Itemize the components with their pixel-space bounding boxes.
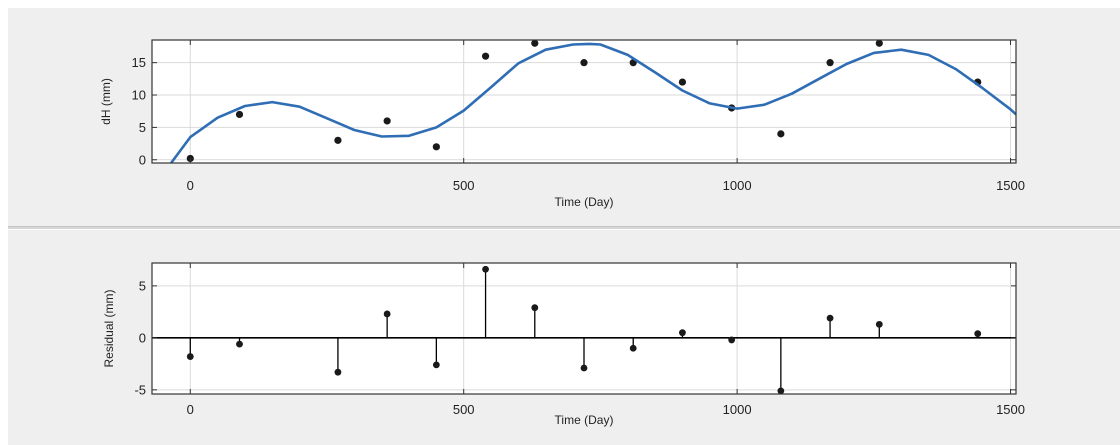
bottom-xtick-label-1500: 1500	[996, 402, 1025, 417]
top-data-point-3	[384, 117, 391, 124]
top-data-point-9	[679, 78, 686, 85]
bottom-residual-point-0	[187, 353, 194, 360]
bottom-residual-point-14	[974, 330, 981, 337]
bottom-xtick-label-0: 0	[187, 402, 194, 417]
top-xtick-label-500: 500	[453, 178, 475, 193]
top-data-point-2	[334, 137, 341, 144]
top-data-point-12	[826, 59, 833, 66]
bottom-residual-point-13	[876, 321, 883, 328]
bottom-residual-point-12	[827, 315, 834, 322]
bottom-residual-point-6	[531, 304, 538, 311]
bottom-residual-point-4	[433, 361, 440, 368]
bottom-residual-point-8	[630, 345, 637, 352]
top-data-point-6	[531, 40, 538, 47]
top-y-axis-title: dH (mm)	[99, 78, 113, 125]
top-data-point-13	[876, 40, 883, 47]
top-ytick-label-0: 0	[139, 152, 146, 167]
top-data-point-4	[433, 143, 440, 150]
top-xtick-label-1500: 1500	[996, 178, 1025, 193]
bottom-xtick-label-1000: 1000	[723, 402, 752, 417]
bottom-residual-point-10	[728, 337, 735, 344]
top-ytick-label-10: 10	[132, 88, 146, 103]
bottom-residual-point-1	[236, 341, 243, 348]
top-ytick-label-15: 15	[132, 55, 146, 70]
top-chart: 0 500 1000 1500 0 5 10 15 Time (Day) dH (mm)	[99, 40, 1025, 209]
bottom-ytick-label-0: 0	[139, 330, 146, 345]
top-data-point-7	[580, 59, 587, 66]
bottom-residual-point-9	[679, 329, 686, 336]
top-data-point-5	[482, 53, 489, 60]
bottom-xtick-label-500: 500	[453, 402, 475, 417]
bottom-ytick-label-5: 5	[139, 278, 146, 293]
bottom-x-axis-title: Time (Day)	[555, 413, 614, 427]
bottom-ytick-label--5: -5	[134, 382, 146, 397]
bottom-residual-point-5	[482, 266, 489, 273]
bottom-residual-point-7	[581, 365, 588, 372]
top-data-point-11	[777, 130, 784, 137]
top-data-point-1	[236, 111, 243, 118]
top-x-axis-title: Time (Day)	[555, 195, 614, 209]
bottom-residual-point-2	[335, 369, 342, 376]
bottom-chart: 0 500 1000 1500 -5 0 5 Time (Day) Residual (mm)	[102, 263, 1025, 427]
top-ytick-label-5: 5	[139, 120, 146, 135]
bottom-residual-point-3	[384, 311, 391, 318]
bottom-residual-point-11	[777, 387, 784, 394]
top-xtick-label-0: 0	[187, 178, 194, 193]
bottom-y-axis-title: Residual (mm)	[102, 289, 116, 367]
top-xtick-label-1000: 1000	[723, 178, 752, 193]
top-plot-area	[152, 40, 1016, 163]
bottom-plot-area	[152, 263, 1016, 394]
